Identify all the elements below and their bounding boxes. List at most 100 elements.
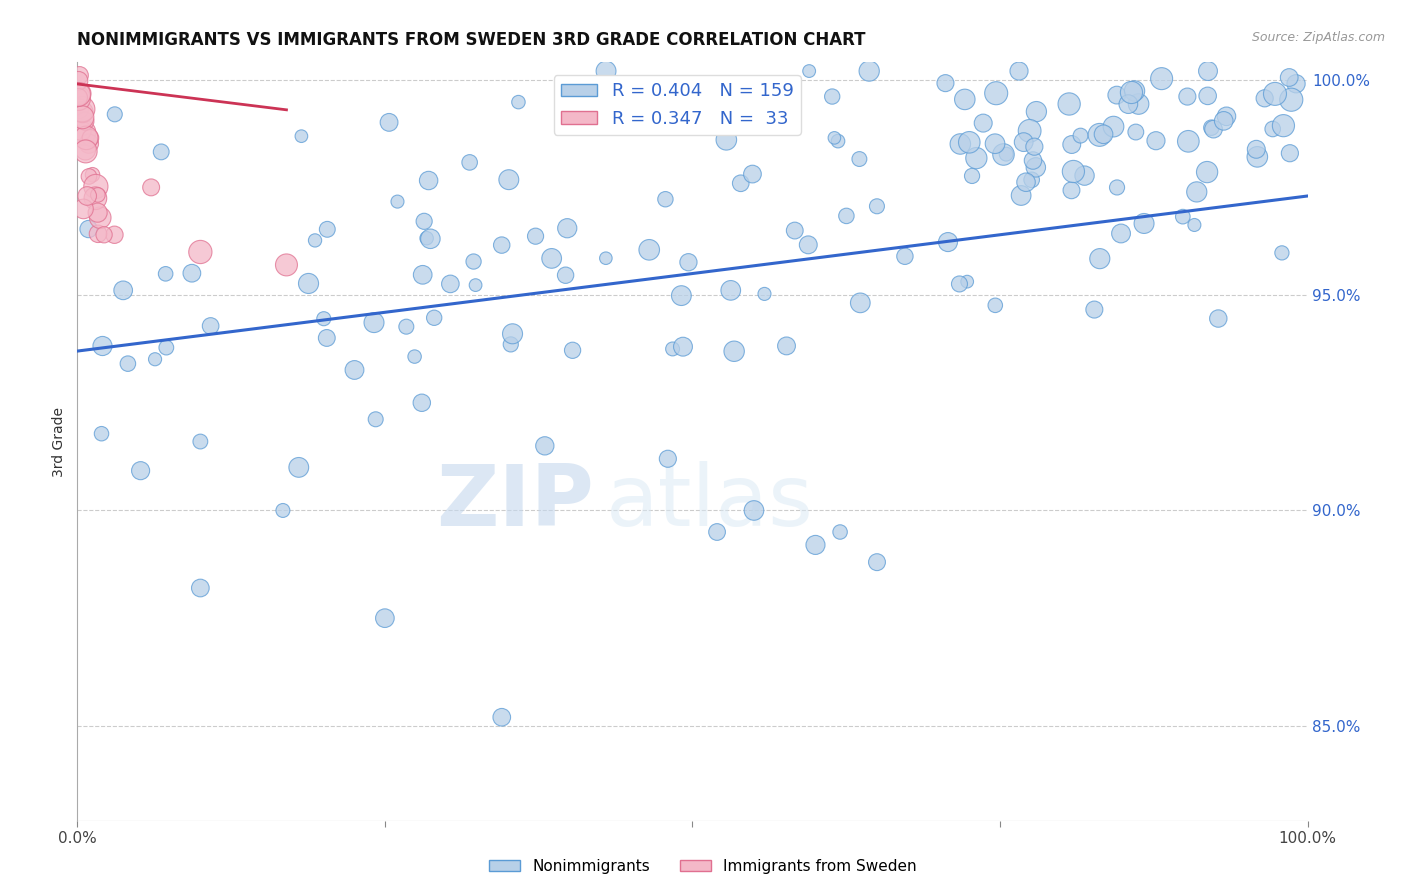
Point xyxy=(984,136,1007,151)
Point xyxy=(595,64,617,78)
Text: ZIP: ZIP xyxy=(436,460,595,544)
Point xyxy=(188,434,212,449)
Point xyxy=(104,107,127,121)
Point xyxy=(155,267,177,281)
Point xyxy=(706,524,728,539)
Point xyxy=(1057,97,1080,112)
Point xyxy=(143,352,166,367)
Point xyxy=(271,503,294,517)
Point xyxy=(1206,311,1229,326)
Point xyxy=(491,710,513,724)
Y-axis label: 3rd Grade: 3rd Grade xyxy=(52,407,66,476)
Point xyxy=(67,102,90,116)
Point xyxy=(561,343,583,358)
Point xyxy=(439,277,461,291)
Point xyxy=(1171,210,1194,224)
Point xyxy=(866,199,889,213)
Point xyxy=(1246,150,1268,164)
Point xyxy=(858,64,880,78)
Point xyxy=(72,202,94,216)
Point xyxy=(984,298,1007,312)
Point xyxy=(775,339,797,353)
Point xyxy=(678,255,700,269)
Point xyxy=(155,341,177,355)
Point xyxy=(82,168,104,182)
Point xyxy=(804,538,827,552)
Point xyxy=(91,339,114,353)
Point xyxy=(1088,128,1111,142)
Point xyxy=(1278,146,1301,161)
Point xyxy=(827,134,849,148)
Point xyxy=(1092,128,1115,142)
Point xyxy=(1021,173,1043,187)
Point xyxy=(297,277,319,291)
Legend: Nonimmigrants, Immigrants from Sweden: Nonimmigrants, Immigrants from Sweden xyxy=(484,853,922,880)
Point xyxy=(1215,109,1237,123)
Point xyxy=(67,87,90,102)
Point xyxy=(638,243,661,257)
Point xyxy=(821,89,844,103)
Point xyxy=(89,211,111,225)
Point xyxy=(69,68,91,82)
Point xyxy=(418,173,440,187)
Point xyxy=(188,581,212,595)
Point xyxy=(411,396,433,410)
Point xyxy=(849,296,872,310)
Point xyxy=(948,277,970,291)
Point xyxy=(741,167,763,181)
Point xyxy=(1279,93,1302,107)
Point xyxy=(1102,120,1125,134)
Point xyxy=(1128,97,1150,112)
Point xyxy=(1012,135,1035,149)
Point xyxy=(77,136,100,151)
Point xyxy=(423,310,446,325)
Point xyxy=(1060,183,1083,197)
Point xyxy=(77,169,100,184)
Point xyxy=(67,90,90,104)
Point xyxy=(72,105,94,120)
Point xyxy=(1015,175,1038,189)
Point xyxy=(1271,246,1294,260)
Point xyxy=(783,223,806,237)
Point xyxy=(657,451,679,466)
Legend: R = 0.404   N = 159, R = 0.347   N =  33: R = 0.404 N = 159, R = 0.347 N = 33 xyxy=(554,75,801,135)
Point xyxy=(1264,87,1286,101)
Point xyxy=(363,316,385,330)
Point xyxy=(742,503,765,517)
Point xyxy=(1150,71,1173,86)
Point xyxy=(1197,64,1219,78)
Point xyxy=(419,232,441,246)
Point xyxy=(150,145,173,159)
Point xyxy=(654,192,676,206)
Point xyxy=(830,524,852,539)
Point xyxy=(835,209,858,223)
Point xyxy=(290,129,312,144)
Point xyxy=(716,133,738,147)
Point xyxy=(956,275,979,289)
Point xyxy=(103,227,125,242)
Point xyxy=(129,464,152,478)
Point xyxy=(1253,91,1275,105)
Point xyxy=(87,227,110,241)
Point xyxy=(499,337,522,351)
Point xyxy=(986,86,1008,100)
Point xyxy=(1182,218,1205,232)
Point xyxy=(112,283,135,297)
Point xyxy=(315,331,337,345)
Point xyxy=(1088,252,1111,266)
Text: atlas: atlas xyxy=(606,460,814,544)
Point xyxy=(491,238,513,252)
Point xyxy=(75,145,97,159)
Point xyxy=(1133,217,1156,231)
Point xyxy=(288,460,311,475)
Point xyxy=(866,555,889,569)
Point xyxy=(1201,120,1223,135)
Point xyxy=(1246,142,1268,156)
Point xyxy=(934,76,956,90)
Point xyxy=(1285,77,1308,91)
Point xyxy=(1185,185,1208,199)
Point xyxy=(79,131,101,145)
Point xyxy=(1083,302,1105,317)
Point xyxy=(797,237,820,252)
Point xyxy=(374,611,396,625)
